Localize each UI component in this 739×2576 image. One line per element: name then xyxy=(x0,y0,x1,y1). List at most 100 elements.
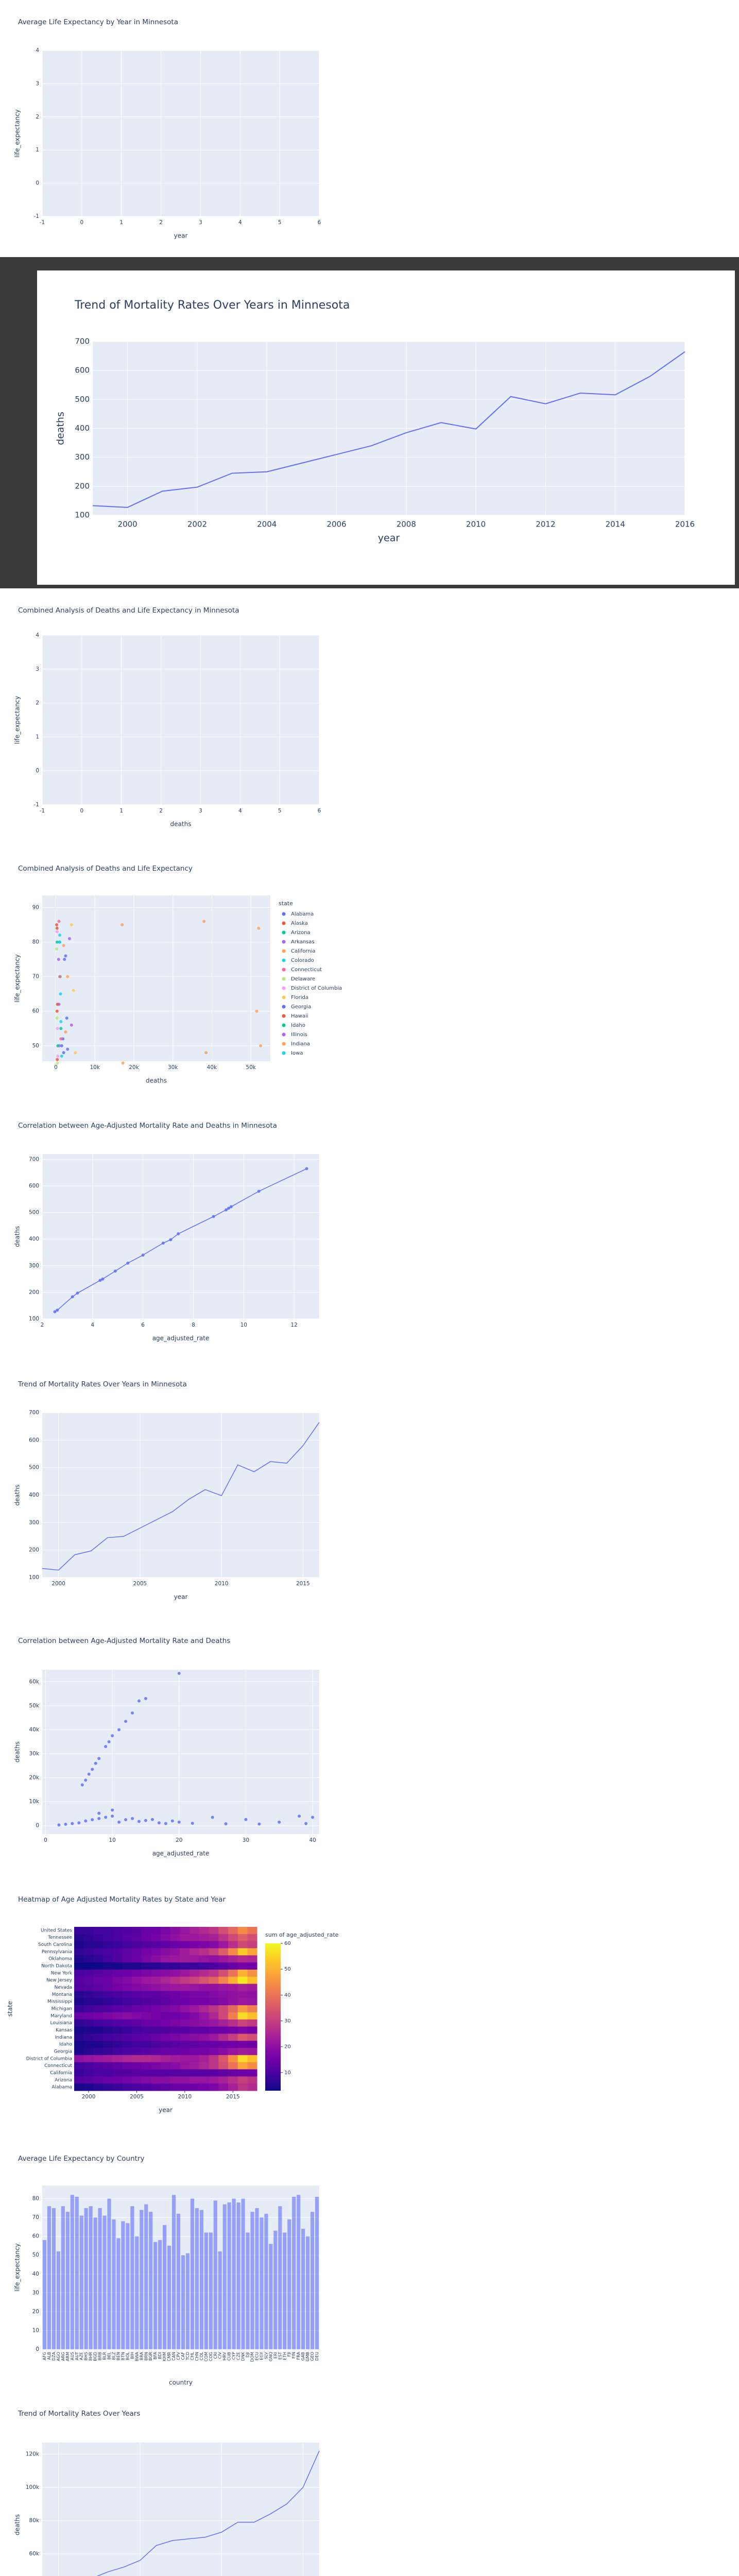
y-tick-label: 2 xyxy=(36,700,39,706)
heat-cell xyxy=(170,2026,181,2034)
point xyxy=(59,1037,63,1041)
heat-cell xyxy=(170,1969,181,1977)
bar xyxy=(176,2213,181,2349)
heat-cell xyxy=(190,2012,200,2020)
heat-cell xyxy=(151,1984,161,1991)
bar xyxy=(121,2221,125,2349)
heat-cell xyxy=(228,1955,238,1963)
point xyxy=(131,1817,134,1820)
point xyxy=(56,1027,59,1030)
bar xyxy=(310,2212,315,2349)
heat-cell xyxy=(141,1934,151,1942)
heat-cell xyxy=(93,1962,104,1970)
heat-cell xyxy=(83,1941,94,1948)
heat-cell xyxy=(151,2026,161,2034)
y-tick-label: -1 xyxy=(34,802,39,808)
line xyxy=(42,1422,320,1571)
point xyxy=(56,1044,60,1047)
heat-cell xyxy=(151,2005,161,2013)
x-tick-label: 6 xyxy=(318,808,321,814)
heat-cell xyxy=(132,2048,142,2056)
heat-cell xyxy=(83,2076,94,2084)
x-tick-label: CPV xyxy=(176,2351,181,2360)
y-axis-title: life_expectancy xyxy=(14,109,21,158)
heat-cell xyxy=(218,2019,229,2027)
heat-cell xyxy=(247,2062,257,2070)
x-tick-label: BWA xyxy=(134,2351,139,2361)
heat-cell xyxy=(83,1991,94,1998)
heat-cell xyxy=(218,1998,229,2006)
heat-cell xyxy=(209,1969,219,1977)
heat-cell xyxy=(190,2019,200,2027)
heat-cell xyxy=(83,1969,94,1977)
heat-cell xyxy=(93,1955,104,1963)
y-tick-label: 500 xyxy=(29,1465,39,1471)
point xyxy=(55,1009,59,1013)
point xyxy=(131,1711,134,1715)
heat-cell xyxy=(180,2069,190,2077)
y-tick-label: South Carolina xyxy=(38,1942,72,1947)
y-tick-label: 600 xyxy=(29,1437,39,1443)
point xyxy=(141,1253,145,1257)
point xyxy=(71,1822,74,1825)
heat-cell xyxy=(83,2062,94,2070)
heat-cell xyxy=(132,2076,142,2084)
x-tick-label: 0 xyxy=(80,808,84,814)
heat-cell xyxy=(228,1991,238,1998)
heat-cell xyxy=(74,2019,84,2027)
point xyxy=(91,1818,94,1822)
point xyxy=(104,1816,108,1819)
x-axis-title: deaths xyxy=(170,821,192,828)
point xyxy=(257,926,261,930)
legend-marker xyxy=(282,1005,286,1009)
heat-cell xyxy=(112,2062,123,2070)
heat-cell xyxy=(228,2048,238,2056)
heat-cell xyxy=(237,2083,248,2091)
y-axis-title: deaths xyxy=(14,2514,21,2535)
point xyxy=(225,1208,228,1212)
x-tick-label: ERI xyxy=(273,2352,278,2359)
heat-cell xyxy=(112,1955,123,1963)
x-tick-label: EGY xyxy=(259,2352,264,2360)
heat-cell xyxy=(228,2069,238,2077)
chart-title: Correlation between Age-Adjusted Mortali… xyxy=(18,1637,230,1645)
y-tick-label: California xyxy=(50,2071,72,2076)
heat-cell xyxy=(122,2012,132,2020)
heat-cell xyxy=(161,1955,171,1963)
heat-cell xyxy=(93,1991,104,1998)
x-tick-label: 20k xyxy=(129,1064,139,1071)
heat-cell xyxy=(112,2019,123,2027)
heat-cell xyxy=(151,2033,161,2041)
heat-cell xyxy=(247,1955,257,1963)
heat-cell xyxy=(122,1969,132,1977)
y-tick-label: 50k xyxy=(29,1703,40,1709)
chart-title: Average Life Expectancy by Country xyxy=(18,2155,144,2163)
x-tick-label: 1 xyxy=(119,219,123,226)
legend-label: Alabama xyxy=(291,911,314,917)
heat-cell xyxy=(132,2062,142,2070)
point xyxy=(77,1821,81,1825)
heat-cell xyxy=(122,1962,132,1970)
legend-label: Delaware xyxy=(291,976,315,982)
heat-cell xyxy=(161,1984,171,1991)
y-tick-label: District of Columbia xyxy=(26,2056,72,2061)
heat-cell xyxy=(141,1984,151,1991)
heat-cell xyxy=(103,2026,113,2034)
heat-cell xyxy=(218,2069,229,2077)
bar xyxy=(222,2204,227,2349)
x-tick-label: COM xyxy=(204,2352,209,2362)
heat-cell xyxy=(74,2041,84,2048)
point xyxy=(60,1044,63,1047)
x-tick-label: GEO xyxy=(310,2352,315,2361)
x-tick-label: BEL xyxy=(107,2351,112,2360)
x-tick-label: 6 xyxy=(318,219,321,226)
x-tick-label: BEN xyxy=(116,2352,121,2361)
heat-cell xyxy=(161,1962,171,1970)
heat-cell xyxy=(218,2062,229,2070)
bar xyxy=(195,2208,199,2349)
heat-cell xyxy=(103,2076,113,2084)
heat-cell xyxy=(237,2048,248,2056)
x-tick-label: 2010 xyxy=(466,520,486,529)
x-tick-label: 4 xyxy=(238,808,242,814)
heat-cell xyxy=(247,2055,257,2063)
